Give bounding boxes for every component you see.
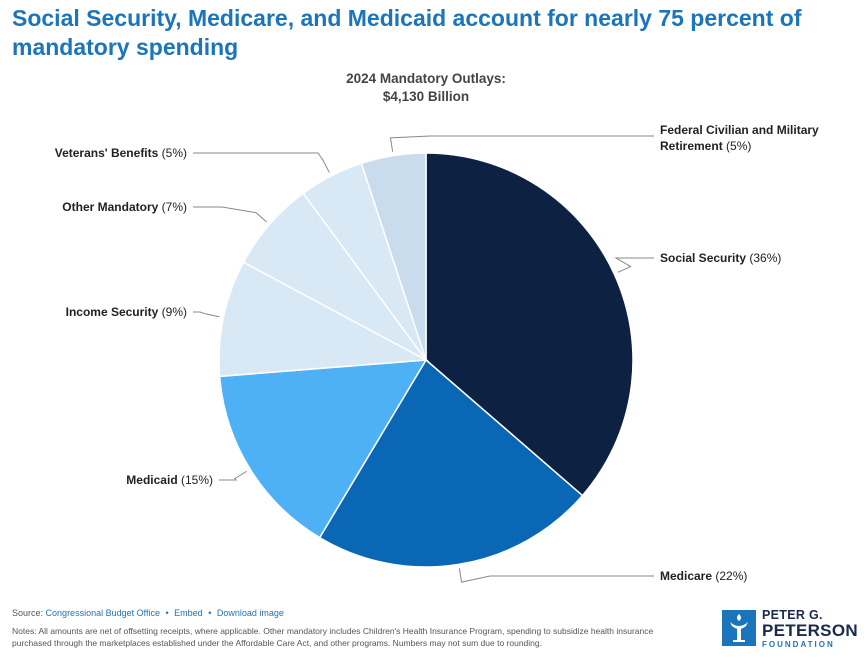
logo-text: PETER G. PETERSON FOUNDATION [762,608,858,650]
slice-label: Veterans' Benefits (5%) [55,146,187,160]
torch-logo-icon [722,610,756,646]
leader-line [219,470,247,481]
pie-slice-social-security[interactable] [425,152,634,497]
chart-title: 2024 Mandatory Outlays: $4,130 Billion [300,70,552,106]
pie-slice-income-security[interactable] [218,261,429,378]
slice-label: Federal Civilian and Military Retirement … [660,123,819,153]
footer-notes: Notes: All amounts are net of offsetting… [12,626,654,648]
pie-slice-medicare[interactable] [318,358,584,568]
leader-line [193,206,267,223]
logo-line-1: PETER G. [762,608,823,622]
slice-label: Income Security (9%) [66,305,187,319]
slice-label: Medicare (22%) [660,569,747,583]
source-link[interactable]: Congressional Budget Office [45,608,160,618]
source-prefix: Source: [12,608,44,618]
separator: • [208,608,212,618]
leader-line [389,135,654,152]
separator: • [165,608,169,618]
leader-line [458,568,654,583]
logo-line-3: FOUNDATION [762,640,835,649]
pie-chart: Social Security (36%) Medicare (22%) Medic… [55,123,819,583]
chart-title-line: 2024 Mandatory Outlays: [346,71,506,86]
slice-label: Medicaid (15%) [126,473,213,487]
embed-link[interactable]: Embed [174,608,203,618]
logo-line-2: PETERSON [762,621,858,640]
leader-line [614,257,654,273]
slice-label: Other Mandatory (7%) [62,200,187,214]
pie-slice-medicaid[interactable] [218,359,428,539]
source-line: Source: Congressional Budget Office • Em… [12,608,284,618]
download-image-link[interactable]: Download image [216,608,284,618]
slice-label: Social Security (36%) [660,251,781,265]
headline: Social Security, Medicare, and Medicaid … [12,5,802,60]
leader-line [193,152,330,173]
pie-slice-federal-civilian-and-military-retirement[interactable] [360,152,427,361]
chart-subtitle: $4,130 Billion [382,89,470,104]
peterson-foundation-logo[interactable]: PETER G. PETERSON FOUNDATION [722,608,858,650]
leader-line [193,311,220,318]
